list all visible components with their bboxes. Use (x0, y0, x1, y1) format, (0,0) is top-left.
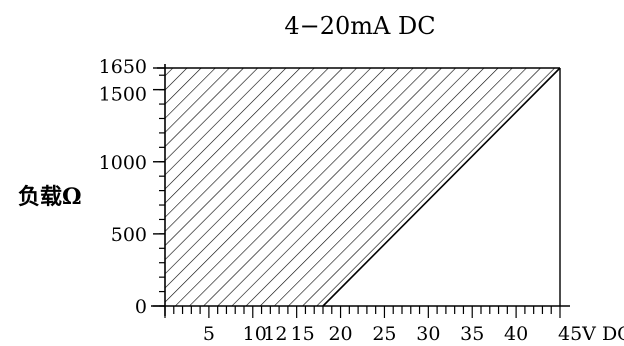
y-tick-label: 500 (111, 224, 147, 246)
y-tick-labels: 0 500 1000 1500 1650 (99, 56, 147, 318)
x-tick-label: 35 (460, 323, 484, 345)
x-tick-label: 45V DC (558, 323, 624, 345)
operating-region (165, 68, 560, 306)
x-tick-label: 25 (372, 323, 396, 345)
x-tick-label: 5 (203, 323, 215, 345)
y-tick-label: 1000 (99, 152, 147, 174)
x-tick-label: 20 (328, 323, 352, 345)
y-minor-ticks (153, 67, 165, 307)
x-minor-ticks (164, 306, 561, 318)
x-tick-label: 15 (291, 323, 315, 345)
y-axis-label: 负载Ω (18, 184, 82, 210)
y-tick-label: 1500 (99, 84, 147, 106)
chart-title: 4−20mA DC (284, 12, 435, 40)
x-tick-label: 30 (416, 323, 440, 345)
y-tick-label: 0 (135, 296, 147, 318)
boundary-line (322, 67, 561, 307)
x-tick-label: 40 (504, 323, 528, 345)
x-tick-label: 10 (243, 323, 267, 345)
y-tick-label: 1650 (99, 56, 147, 78)
x-tick-label: 12 (263, 323, 287, 345)
